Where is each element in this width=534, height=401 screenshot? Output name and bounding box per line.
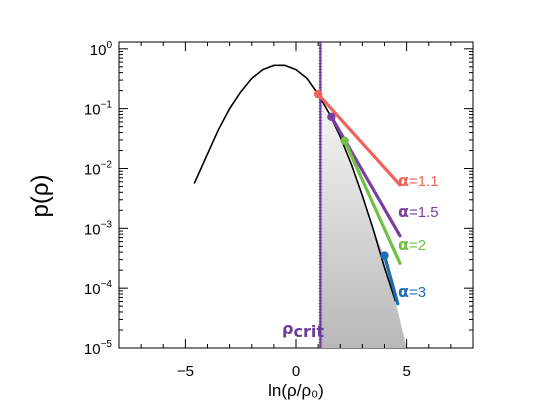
alpha-symbol: α xyxy=(398,202,409,221)
alpha-symbol: α xyxy=(398,282,409,301)
rho-crit-subscript: crit xyxy=(293,322,324,341)
tail-start-marker xyxy=(380,251,389,260)
tail-line xyxy=(316,92,402,187)
rho-crit-symbol: ρ xyxy=(282,319,293,338)
y-tick-label: 10−5 xyxy=(84,339,113,358)
tail-line xyxy=(382,254,400,306)
alpha-value: =3 xyxy=(409,284,426,301)
x-tick-label: 0 xyxy=(292,363,300,380)
y-tick-base: 10 xyxy=(84,102,101,119)
y-axis-title: p(ρ) xyxy=(27,175,54,218)
alpha-value: =2 xyxy=(409,237,426,254)
axis-ticks xyxy=(119,42,473,349)
y-tick-base: 10 xyxy=(84,161,101,178)
tail-series-1: α=1.1 xyxy=(313,89,439,190)
tail-series-3: α=2 xyxy=(340,136,426,265)
y-tick-label: 10−3 xyxy=(84,219,113,238)
y-tick-base: 10 xyxy=(84,341,101,358)
tail-label: α=1.5 xyxy=(398,202,439,221)
lognormal-curve xyxy=(193,64,397,302)
y-tick-label: 10−4 xyxy=(84,279,113,298)
axis-titles: ln(ρ/ρ₀) p(ρ) xyxy=(27,175,324,400)
alpha-value: =1.1 xyxy=(409,173,439,190)
y-tick-label: 10−1 xyxy=(84,100,113,119)
y-tick-exponent: −2 xyxy=(101,159,113,170)
y-tick-exponent: −1 xyxy=(101,100,113,111)
y-tick-base: 10 xyxy=(84,281,101,298)
lognormal-curve-line xyxy=(193,64,397,302)
x-tick-label: 5 xyxy=(402,363,410,380)
y-tick-exponent: −3 xyxy=(101,219,113,230)
tail-start-marker xyxy=(327,112,336,122)
power-law-tails: α=1.1α=1.5α=2α=3 xyxy=(313,89,439,306)
alpha-symbol: α xyxy=(398,235,409,254)
tail-series-4: α=3 xyxy=(380,251,426,306)
y-tick-exponent: −4 xyxy=(101,279,113,290)
y-tick-label: 100 xyxy=(90,40,113,59)
x-axis-title: ln(ρ/ρ₀) xyxy=(268,381,324,400)
y-tick-base: 10 xyxy=(90,42,107,59)
plot-frame xyxy=(118,41,474,349)
tail-line xyxy=(329,115,402,238)
alpha-value: =1.5 xyxy=(409,204,439,221)
tail-line xyxy=(343,139,402,265)
tail-label: α=1.1 xyxy=(398,171,439,190)
y-tick-label: 10−2 xyxy=(84,159,113,178)
tail-label: α=2 xyxy=(398,235,426,254)
tail-series-2: α=1.5 xyxy=(327,112,439,238)
y-tick-exponent: −5 xyxy=(101,339,113,350)
tail-start-marker xyxy=(340,136,349,146)
shaded-region xyxy=(320,94,407,348)
shaded-area xyxy=(320,94,407,348)
tail-label: α=3 xyxy=(398,282,426,301)
y-tick-base: 10 xyxy=(84,221,101,238)
tail-start-marker xyxy=(313,89,323,99)
alpha-symbol: α xyxy=(398,171,409,190)
x-tick-label: −5 xyxy=(177,363,194,380)
rho-crit-label: ρcrit xyxy=(282,319,324,341)
y-tick-exponent: 0 xyxy=(106,40,112,51)
